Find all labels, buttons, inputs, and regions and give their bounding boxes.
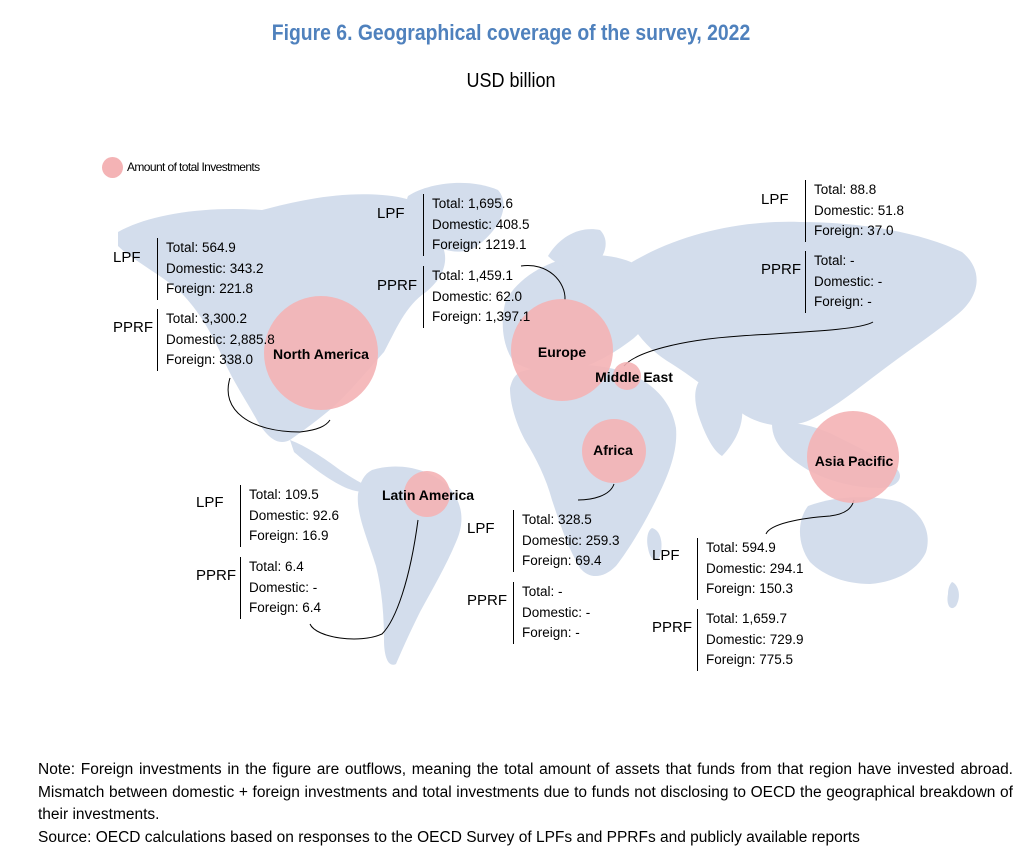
pprf-label: PPRF: [113, 319, 154, 336]
bubble-middle-east: [613, 362, 641, 390]
lpf-values: Total: 328.5 Domestic: 259.3 Foreign: 69…: [513, 510, 620, 572]
bubble-europe: [511, 299, 613, 401]
lpf-total: Total: 88.8: [814, 182, 877, 197]
pprf-total: Total: 1,659.7: [706, 611, 788, 626]
world-map: [118, 182, 977, 665]
pprf-foreign: Foreign: 775.5: [706, 652, 794, 667]
continent-australia: [799, 497, 928, 584]
lpf-label: LPF: [761, 191, 789, 208]
pprf-total: Total: 3,300.2: [166, 311, 248, 326]
lpf-label: LPF: [377, 205, 405, 222]
label-latin-america: Latin America: [381, 487, 475, 503]
figure-footer: Note: Foreign investments in the figure …: [38, 759, 1013, 849]
pprf-domestic: Domestic: 2,885.8: [166, 331, 275, 347]
figure-title: Figure 6. Geographical coverage of the s…: [271, 20, 751, 45]
lpf-foreign: Foreign: 37.0: [814, 223, 894, 238]
bubble-asia-pacific: [807, 411, 899, 503]
pprf-values: Total: - Domestic: - Foreign: -: [805, 251, 882, 313]
continent-asia: [623, 221, 977, 426]
pprf-total: Total: -: [814, 253, 855, 268]
label-north-america: North America: [273, 346, 369, 362]
legend-marker: [102, 156, 123, 178]
lpf-domestic: Domestic: 51.8: [814, 202, 905, 218]
lpf-total: Total: 1,695.6: [432, 196, 514, 211]
bubble-africa: [582, 419, 646, 483]
pprf-domestic: Domestic: -: [249, 579, 318, 595]
map-legend: Amount of total Investments: [102, 156, 260, 178]
footer-source: Source: OECD calculations based on respo…: [38, 828, 860, 846]
lpf-foreign: Foreign: 16.9: [249, 528, 329, 543]
pprf-domestic: Domestic: -: [522, 604, 591, 620]
lpf-foreign: Foreign: 150.3: [706, 581, 794, 596]
bubble-north-america: [264, 296, 378, 410]
pprf-foreign: Foreign: 338.0: [166, 352, 254, 367]
continent-new-zealand: [947, 582, 959, 609]
pprf-domestic: Domestic: -: [814, 273, 883, 289]
continent-central-america: [290, 440, 372, 492]
lpf-total: Total: 109.5: [249, 487, 319, 502]
pprf-values: Total: 3,300.2 Domestic: 2,885.8 Foreign…: [157, 309, 275, 371]
connector-africa: [577, 483, 615, 501]
lpf-values: Total: 109.5 Domestic: 92.6 Foreign: 16.…: [240, 485, 339, 547]
continent-greenland: [406, 182, 504, 252]
pprf-foreign: Foreign: -: [814, 294, 872, 309]
lpf-foreign: Foreign: 221.8: [166, 281, 254, 296]
lpf-total: Total: 594.9: [706, 540, 776, 555]
connector-europe: [520, 265, 566, 301]
connector-north-america: [227, 377, 331, 433]
lpf-values: Total: 88.8 Domestic: 51.8 Foreign: 37.0: [805, 180, 904, 242]
pprf-foreign: Foreign: 6.4: [249, 600, 322, 615]
pprf-values: Total: 1,459.1 Domestic: 62.0 Foreign: 1…: [423, 266, 530, 328]
lpf-foreign: Foreign: 69.4: [522, 553, 602, 568]
lpf-domestic: Domestic: 294.1: [706, 560, 804, 576]
continent-india: [695, 380, 743, 456]
pprf-foreign: Foreign: 1,397.1: [432, 309, 531, 324]
pprf-domestic: Domestic: 729.9: [706, 631, 804, 647]
lpf-foreign: Foreign: 1219.1: [432, 237, 527, 252]
footer-note: Note: Foreign investments in the figure …: [38, 761, 1013, 823]
legend-label: Amount of total Investments: [127, 160, 260, 174]
pprf-values: Total: 6.4 Domestic: - Foreign: 6.4: [240, 557, 321, 619]
label-middle-east: Middle East: [595, 369, 673, 385]
continent-madagascar: [647, 528, 662, 561]
pprf-label: PPRF: [196, 567, 237, 584]
lpf-label: LPF: [652, 547, 680, 564]
pprf-foreign: Foreign: -: [522, 625, 580, 640]
lpf-values: Total: 564.9 Domestic: 343.2 Foreign: 22…: [157, 238, 264, 300]
label-asia-pacific: Asia Pacific: [814, 453, 894, 469]
lpf-total: Total: 328.5: [522, 512, 592, 527]
lpf-label: LPF: [196, 494, 224, 511]
label-europe: Europe: [537, 344, 587, 360]
pprf-label: PPRF: [652, 619, 693, 636]
lpf-values: Total: 594.9 Domestic: 294.1 Foreign: 15…: [697, 538, 804, 600]
pprf-label: PPRF: [377, 277, 418, 294]
pprf-values: Total: - Domestic: - Foreign: -: [513, 582, 590, 644]
continent-scandinavia: [548, 229, 606, 270]
bubble-latin-america: [404, 471, 450, 517]
pprf-total: Total: -: [522, 584, 563, 599]
figure-subtitle: USD billion: [466, 70, 556, 92]
pprf-total: Total: 1,459.1: [432, 268, 514, 283]
pprf-values: Total: 1,659.7 Domestic: 729.9 Foreign: …: [697, 609, 804, 671]
connector-asia-pacific: [765, 499, 855, 535]
pprf-total: Total: 6.4: [249, 559, 304, 574]
lpf-domestic: Domestic: 408.5: [432, 216, 530, 232]
lpf-values: Total: 1,695.6 Domestic: 408.5 Foreign: …: [423, 194, 530, 256]
pprf-label: PPRF: [761, 261, 802, 278]
label-africa: Africa: [593, 442, 633, 458]
connector-middle-east: [623, 321, 874, 367]
connector-latin-america: [309, 519, 419, 640]
lpf-label: LPF: [113, 249, 141, 266]
lpf-domestic: Domestic: 92.6: [249, 507, 340, 523]
pprf-domestic: Domestic: 62.0: [432, 288, 523, 304]
lpf-domestic: Domestic: 259.3: [522, 532, 620, 548]
lpf-domestic: Domestic: 343.2: [166, 260, 264, 276]
lpf-total: Total: 564.9: [166, 240, 236, 255]
lpf-label: LPF: [467, 520, 495, 537]
pprf-label: PPRF: [467, 592, 508, 609]
